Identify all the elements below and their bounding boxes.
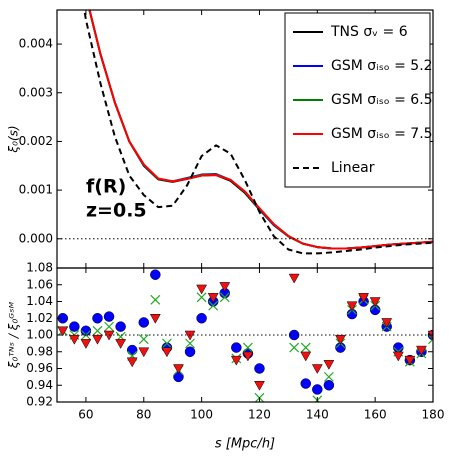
point [300, 378, 311, 389]
point [196, 313, 207, 324]
point [161, 338, 172, 349]
plot-area [83, 10, 433, 255]
x-tick-label: 80 [136, 408, 151, 422]
y-tick-label: 1.06 [26, 277, 53, 291]
point [126, 357, 138, 368]
point [150, 294, 161, 305]
point [323, 360, 335, 370]
point [231, 342, 242, 353]
y-axis-label: ξ₀(s) [7, 125, 21, 153]
y-tick-label: 0.98 [26, 344, 53, 358]
point [208, 300, 219, 311]
annotation: f(R) [86, 176, 126, 198]
x-tick-label: 60 [78, 408, 93, 422]
legend-label: Linear [331, 160, 375, 176]
y-tick-label: 1.08 [26, 261, 53, 275]
point [254, 381, 265, 391]
y-tick-label: 0.000 [19, 231, 53, 245]
point [69, 321, 80, 332]
point [288, 273, 300, 284]
y-axis-label: ξ₀ᵀᴺˢ / ξ₀ᴳˢᴹ [7, 301, 21, 369]
point [289, 342, 300, 353]
y-tick-label: 0.003 [19, 85, 53, 99]
point [149, 314, 161, 324]
point [219, 282, 231, 292]
point [254, 363, 265, 374]
point [173, 364, 184, 375]
point [138, 347, 150, 358]
point [103, 311, 115, 322]
point [138, 334, 149, 345]
legend-label: GSM σᵢₛₒ = 7.5 [331, 126, 433, 142]
point [230, 355, 242, 366]
point [196, 292, 207, 303]
y-tick-label: 0.001 [19, 183, 53, 197]
y-tick-label: 0.002 [19, 134, 53, 148]
line-series [83, 10, 433, 255]
point [300, 351, 312, 362]
point [242, 351, 254, 362]
point [300, 342, 311, 353]
point [138, 317, 150, 328]
annotation: z=0.5 [86, 200, 147, 222]
point [150, 269, 161, 280]
x-tick-label: 100 [190, 408, 213, 422]
y-tick-label: 1.00 [26, 328, 53, 342]
point [416, 345, 427, 356]
point [346, 301, 358, 312]
x-tick-label: 140 [306, 408, 329, 422]
y-tick-label: 0.96 [26, 361, 53, 375]
point [104, 321, 114, 332]
point [381, 318, 393, 328]
legend-label: TNS σᵥ = 6 [330, 24, 408, 40]
legend-label: GSM σᵢₛₒ = 6.5 [331, 92, 433, 108]
point [207, 293, 219, 303]
point [428, 334, 433, 345]
x-axis-label: s [Mpc/h] [215, 437, 275, 452]
point [369, 297, 381, 308]
point [312, 384, 323, 395]
point [323, 380, 335, 391]
y-tick-label: 1.04 [26, 294, 53, 308]
x-tick-label: 160 [364, 408, 387, 422]
point [184, 346, 196, 357]
x-tick-label: 180 [422, 408, 445, 422]
point [115, 321, 126, 332]
x-tick-label: 120 [248, 408, 271, 422]
point [80, 339, 92, 349]
point [392, 351, 404, 362]
point [242, 342, 253, 353]
point [57, 326, 69, 337]
point [92, 325, 103, 336]
point [126, 344, 138, 356]
y-tick-label: 0.004 [19, 37, 53, 51]
point [92, 313, 103, 324]
legend-label: GSM σᵢₛₒ = 5.2 [331, 58, 433, 74]
point [323, 371, 334, 382]
point [68, 334, 80, 345]
y-tick-label: 0.94 [26, 378, 53, 392]
point [219, 292, 230, 303]
axes-frame [56, 267, 434, 403]
point [358, 293, 370, 303]
y-tick-label: 1.02 [26, 311, 53, 325]
line-series [88, 10, 433, 250]
point [335, 334, 346, 345]
y-tick-label: 0.92 [26, 395, 53, 409]
point [404, 355, 416, 366]
plot-area [57, 269, 433, 402]
point [311, 364, 323, 375]
point [115, 339, 127, 349]
point [196, 284, 208, 295]
point [92, 334, 103, 345]
point [185, 338, 195, 349]
point [161, 347, 173, 358]
